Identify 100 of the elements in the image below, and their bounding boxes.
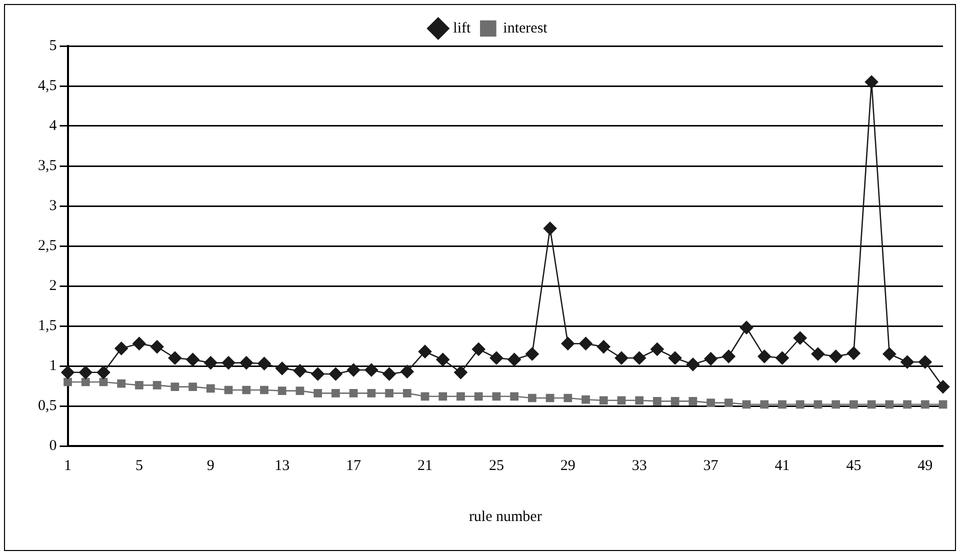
x-tick-label: 9 xyxy=(206,458,214,474)
point xyxy=(332,389,340,398)
point xyxy=(402,389,412,398)
point xyxy=(704,352,718,366)
x-tick-label: 37 xyxy=(703,458,719,474)
point xyxy=(438,392,448,401)
x-tick-label: 29 xyxy=(560,458,576,474)
point xyxy=(64,378,72,386)
point xyxy=(508,352,521,366)
point xyxy=(186,352,200,366)
point xyxy=(222,356,236,370)
point xyxy=(936,380,950,394)
y-tick-label: 3 xyxy=(49,198,57,214)
point xyxy=(740,320,754,334)
point xyxy=(132,336,146,350)
point xyxy=(510,392,518,401)
point xyxy=(81,378,90,386)
point xyxy=(242,386,251,394)
point xyxy=(832,400,840,409)
point xyxy=(885,400,894,409)
point xyxy=(918,355,932,369)
x-tick-label: 49 xyxy=(918,458,933,474)
x-tick-label: 17 xyxy=(346,458,362,474)
point xyxy=(670,397,680,406)
point xyxy=(275,362,289,376)
point xyxy=(526,347,539,361)
point xyxy=(311,367,324,381)
y-tick-label: 5 xyxy=(49,38,57,54)
x-tick-label: 33 xyxy=(632,458,647,474)
point xyxy=(96,366,110,380)
point xyxy=(847,346,860,360)
point xyxy=(206,384,215,393)
x-tick-label: 41 xyxy=(774,458,790,474)
point xyxy=(204,356,218,370)
y-tick-label: 0,5 xyxy=(38,398,57,414)
point xyxy=(650,342,664,356)
point xyxy=(617,396,626,405)
point xyxy=(240,356,254,370)
point xyxy=(668,351,682,365)
y-tick-label: 3,5 xyxy=(38,158,57,174)
point xyxy=(329,367,342,381)
point xyxy=(224,386,233,394)
y-tick-label: 1,5 xyxy=(38,318,57,334)
point xyxy=(385,389,394,398)
point xyxy=(903,400,912,409)
point xyxy=(632,351,646,365)
point xyxy=(367,389,376,398)
point xyxy=(724,398,733,407)
point xyxy=(436,352,450,366)
point xyxy=(99,378,108,386)
point xyxy=(474,392,483,401)
point xyxy=(492,392,501,401)
point xyxy=(454,366,468,380)
point xyxy=(456,392,465,401)
point xyxy=(346,363,360,377)
point xyxy=(758,350,772,364)
point xyxy=(293,364,307,378)
point xyxy=(150,340,164,354)
point xyxy=(170,382,180,391)
point xyxy=(364,363,378,377)
point xyxy=(920,400,930,409)
x-tick-label: 5 xyxy=(135,458,143,474)
y-tick-label: 4 xyxy=(49,118,58,134)
point xyxy=(938,400,948,409)
point xyxy=(561,336,575,350)
point xyxy=(314,389,322,398)
x-tick-label: 45 xyxy=(846,458,862,474)
point xyxy=(776,351,789,365)
point xyxy=(688,397,698,406)
point xyxy=(78,366,92,380)
point xyxy=(296,386,304,395)
point xyxy=(582,395,590,404)
legend-label: lift xyxy=(453,20,472,36)
point xyxy=(599,396,608,405)
point xyxy=(579,336,592,350)
point xyxy=(653,397,662,406)
x-tick-label: 1 xyxy=(64,458,72,474)
point xyxy=(814,400,822,409)
point xyxy=(614,351,628,365)
point xyxy=(706,398,715,407)
x-axis-title: rule number xyxy=(468,508,542,525)
point xyxy=(829,350,842,364)
point xyxy=(490,351,504,365)
point xyxy=(686,358,700,372)
point xyxy=(258,356,271,370)
point xyxy=(400,364,414,378)
point xyxy=(152,381,162,390)
point xyxy=(168,351,182,365)
point xyxy=(564,394,572,402)
point xyxy=(528,394,536,402)
point xyxy=(543,222,557,236)
x-tick-label: 21 xyxy=(417,458,432,474)
point xyxy=(596,340,610,354)
y-tick-label: 0 xyxy=(49,438,57,454)
point xyxy=(188,382,197,391)
point xyxy=(811,347,825,361)
point xyxy=(793,331,807,345)
point xyxy=(867,400,876,409)
point xyxy=(260,386,268,394)
point xyxy=(278,386,286,395)
